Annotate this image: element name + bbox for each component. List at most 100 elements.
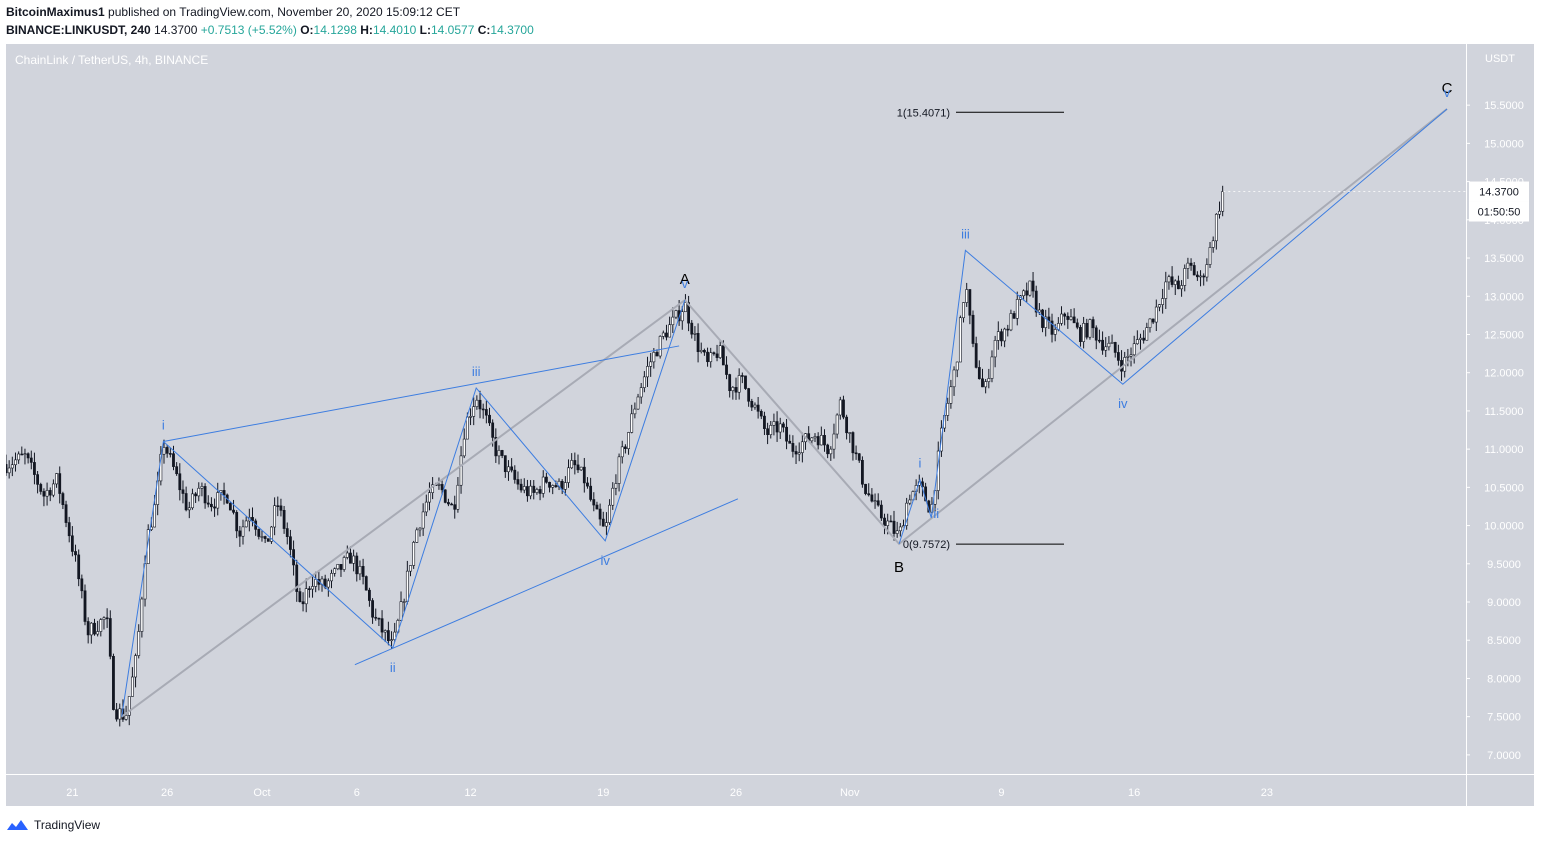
candle-down xyxy=(1177,280,1180,290)
candle-up xyxy=(693,333,697,335)
close-label: C: xyxy=(477,23,491,37)
candle-up xyxy=(699,350,703,353)
footer-brand-text: TradingView xyxy=(34,818,101,832)
candle-down xyxy=(544,476,548,483)
price-tick-label: 8.5000 xyxy=(1487,635,1521,647)
candle-down xyxy=(355,555,359,575)
candle-up xyxy=(1214,213,1218,242)
candle-up xyxy=(987,378,991,382)
candle-down xyxy=(816,436,820,446)
subwave-label: v xyxy=(1444,85,1451,100)
candle-up xyxy=(819,435,823,446)
candle-down xyxy=(181,489,185,494)
candle-up xyxy=(52,483,55,496)
candle-up xyxy=(873,500,877,503)
candle-down xyxy=(1006,328,1010,331)
last-price: 14.3700 xyxy=(154,23,198,37)
candle-down xyxy=(782,423,785,428)
candle-down xyxy=(266,538,270,542)
candle-down xyxy=(532,485,536,493)
candle-up xyxy=(630,413,634,433)
candle-up xyxy=(949,386,953,404)
candle-down xyxy=(74,551,77,556)
candle-down xyxy=(67,522,71,537)
candle-down xyxy=(1050,320,1054,335)
countdown-badge xyxy=(1469,201,1529,222)
time-tick-label: 12 xyxy=(464,787,476,799)
candle-up xyxy=(330,572,333,582)
candle-down xyxy=(592,499,596,506)
time-tick-label: 26 xyxy=(161,787,173,799)
candle-down xyxy=(105,617,109,620)
candle-down xyxy=(178,473,182,491)
candle-down xyxy=(867,493,871,496)
candle-down xyxy=(1195,274,1199,278)
candle-up xyxy=(465,416,469,440)
candle-down xyxy=(175,466,179,475)
candle-down xyxy=(380,618,384,633)
candle-up xyxy=(955,361,959,371)
candle-down xyxy=(747,388,751,402)
candle-up xyxy=(769,425,773,435)
candle-down xyxy=(687,302,690,324)
candle-down xyxy=(870,494,874,502)
candle-down xyxy=(971,314,975,344)
candle-up xyxy=(260,536,264,538)
candle-up xyxy=(990,356,994,379)
candle-up xyxy=(642,376,646,388)
candle-down xyxy=(235,512,239,532)
chart-title: ChainLink / TetherUS, 4h, BINANCE xyxy=(15,53,208,67)
candle-down xyxy=(968,289,972,316)
candle-down xyxy=(823,435,826,446)
candle-up xyxy=(342,557,346,570)
candle-down xyxy=(478,399,482,410)
candle-down xyxy=(361,566,365,577)
candle-up xyxy=(469,416,472,418)
candle-up xyxy=(14,459,17,466)
candle-up xyxy=(358,566,362,575)
price-axis[interactable]: 7.0000 7.5000 8.0000 8.5000 9.0000 9.5000 10.0… xyxy=(1466,100,1529,762)
footer-branding[interactable]: TradingView xyxy=(6,815,100,835)
price-chart[interactable]: 1(15.4071)0(9.7572)ABCiiiiiiivviiiiiiivv… xyxy=(4,44,1534,806)
candle-up xyxy=(191,493,194,509)
candle-up xyxy=(45,490,49,497)
candle-up xyxy=(661,332,665,337)
candle-down xyxy=(206,502,210,505)
candle-down xyxy=(586,482,589,487)
candle-down xyxy=(93,622,96,635)
candle-down xyxy=(64,504,68,523)
candle-up xyxy=(627,432,630,449)
candle-down xyxy=(1091,319,1095,329)
candle-up xyxy=(731,387,735,392)
time-tick-label: 16 xyxy=(1128,787,1140,799)
symbol-label: BINANCE:LINKUSDT, 240 xyxy=(6,23,151,37)
candle-up xyxy=(89,622,93,636)
candle-down xyxy=(712,352,716,355)
candle-up xyxy=(507,466,510,473)
candle-up xyxy=(1161,298,1165,305)
candle-up xyxy=(390,639,393,642)
candle-up xyxy=(639,387,643,398)
candle-up xyxy=(216,492,220,509)
candle-down xyxy=(282,510,286,529)
candle-up xyxy=(153,504,156,528)
candle-down xyxy=(115,709,119,720)
time-axis[interactable]: 21 26 Oct 6 12 19 26 Nov 9 16 23 xyxy=(66,787,1273,799)
candle-up xyxy=(797,452,801,455)
candle-down xyxy=(582,466,586,484)
candle-up xyxy=(1135,339,1139,345)
candle-up xyxy=(671,316,675,326)
candle-down xyxy=(301,601,305,605)
candle-up xyxy=(570,460,574,469)
candle-up xyxy=(898,526,902,532)
countdown-text: 01:50:50 xyxy=(1478,207,1521,219)
candle-down xyxy=(228,502,232,511)
current-price-text: 14.3700 xyxy=(1479,187,1519,199)
price-tick-label: 12.0000 xyxy=(1484,368,1524,380)
candle-down xyxy=(775,421,779,433)
price-tick-label: 15.0000 xyxy=(1484,138,1524,150)
author-name[interactable]: BitcoinMaximus1 xyxy=(6,5,105,19)
candle-up xyxy=(131,676,134,697)
